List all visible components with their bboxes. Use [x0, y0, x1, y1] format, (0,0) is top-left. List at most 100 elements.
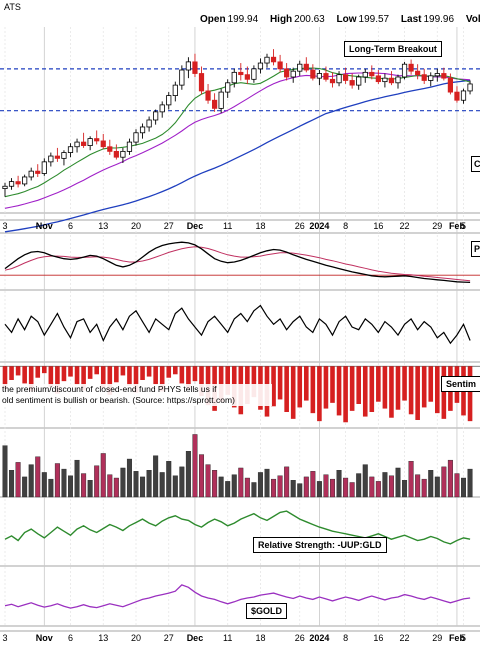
candle-body [205, 90, 211, 101]
candle-body [179, 69, 185, 86]
candle-body [81, 141, 87, 146]
sentiment-bar [382, 366, 388, 409]
sentiment-bar [297, 366, 303, 408]
volume-bar [133, 471, 139, 498]
candle-body [139, 126, 146, 134]
candle-body [284, 68, 290, 78]
volume-bar [303, 476, 309, 498]
candle-body [231, 71, 237, 84]
candle-body [460, 90, 467, 101]
volume-bar [107, 474, 113, 498]
volume-bar [356, 473, 362, 498]
open-label: Open [200, 14, 226, 25]
x-tick-label: 11 [223, 221, 232, 231]
sentiment-bar [9, 366, 14, 380]
x-tick-label: 13 [98, 221, 108, 231]
volume-bar [100, 453, 106, 498]
volume-bar [54, 463, 60, 498]
x-tick-label: 29 [432, 221, 442, 231]
volume-bar [87, 480, 93, 498]
sentiment-label: Sentim [441, 376, 480, 392]
volume-bar [231, 474, 237, 498]
candle-body [382, 77, 388, 83]
sentiment-bar [133, 366, 139, 393]
volume-bar [428, 470, 434, 498]
sentiment-bar [277, 366, 283, 400]
volume-bar [336, 470, 342, 498]
candle-body [388, 77, 395, 84]
note-line-2: old sentiment is bullish or bearish. (So… [2, 395, 235, 405]
volume-bar [212, 470, 218, 498]
x-tick-label: 6 [68, 221, 73, 231]
x-tick-label: 11 [223, 633, 232, 643]
x-tick-label: 8 [343, 633, 348, 643]
volume-bar [382, 472, 388, 498]
sentiment-bar [336, 366, 342, 416]
relative-strength-line [4, 510, 471, 545]
candle-body [159, 104, 165, 113]
x-tick-label: 2024 [309, 221, 329, 231]
volume-bar [388, 475, 394, 498]
open-value: 199.94 [227, 14, 259, 25]
sentiment-bar [362, 366, 368, 417]
sentiment-bar [140, 366, 145, 380]
candle-body [467, 83, 473, 92]
candle-body [41, 161, 47, 174]
sma-fast-line [4, 67, 471, 198]
sentiment-bar [15, 366, 21, 376]
sentiment-bar [356, 366, 361, 404]
high-value: 200.63 [294, 14, 325, 25]
oscillator-line [4, 304, 471, 345]
sentiment-bar [199, 366, 204, 396]
candle-body [329, 78, 336, 84]
volume-bar [238, 467, 244, 498]
x-tick-label: Feb [449, 221, 466, 231]
sentiment-bar [114, 366, 119, 383]
volume-bar [343, 477, 349, 498]
volume-bar [271, 478, 277, 498]
candle-body [15, 181, 21, 185]
x-tick-label: Dec [187, 221, 204, 231]
candle-body [28, 170, 34, 178]
relative-strength-panel [4, 510, 471, 545]
oscillator-panel [4, 304, 471, 345]
sma-slow-line [4, 79, 471, 233]
volume-bar [120, 467, 126, 498]
sentiment-bar [94, 366, 99, 375]
volume-bar [251, 482, 257, 498]
x-tick-label: Nov [36, 221, 53, 231]
sentiment-bar [87, 366, 93, 379]
candle-body [61, 152, 67, 159]
sentiment-bar [146, 366, 152, 377]
x-tick-label: 26 [295, 221, 305, 231]
sentiment-bar [271, 366, 276, 407]
volume-bar [225, 481, 231, 498]
x-tick-label: 16 [373, 221, 383, 231]
sma-mid-line [4, 72, 471, 209]
x-tick-label: 22 [400, 633, 410, 643]
candle-body [8, 181, 15, 187]
x-tick-label: Feb [449, 633, 466, 643]
candle-body [54, 155, 61, 159]
candle-body [369, 71, 375, 77]
candle-body [225, 82, 231, 93]
volume-bar [41, 472, 47, 498]
sentiment-bar [127, 366, 132, 386]
candle-body [408, 63, 414, 72]
sentiment-bar [408, 366, 414, 415]
sentiment-bar [389, 366, 394, 418]
volume-bar [441, 466, 447, 498]
candle-body [22, 176, 28, 185]
sentiment-bar [179, 366, 185, 384]
sentiment-bar [35, 366, 41, 378]
sentiment-bar [100, 366, 106, 388]
candle-body [428, 75, 434, 81]
volume-bar [454, 473, 460, 498]
relative-strength-label: Relative Strength: -UUP:GLD [253, 537, 387, 553]
sentiment-bar [225, 366, 230, 395]
volume-bar [61, 468, 67, 498]
volume-bar [113, 477, 119, 498]
x-tick-label: 3 [2, 221, 7, 231]
volume-bar [402, 480, 408, 498]
volume-panel [2, 434, 473, 498]
